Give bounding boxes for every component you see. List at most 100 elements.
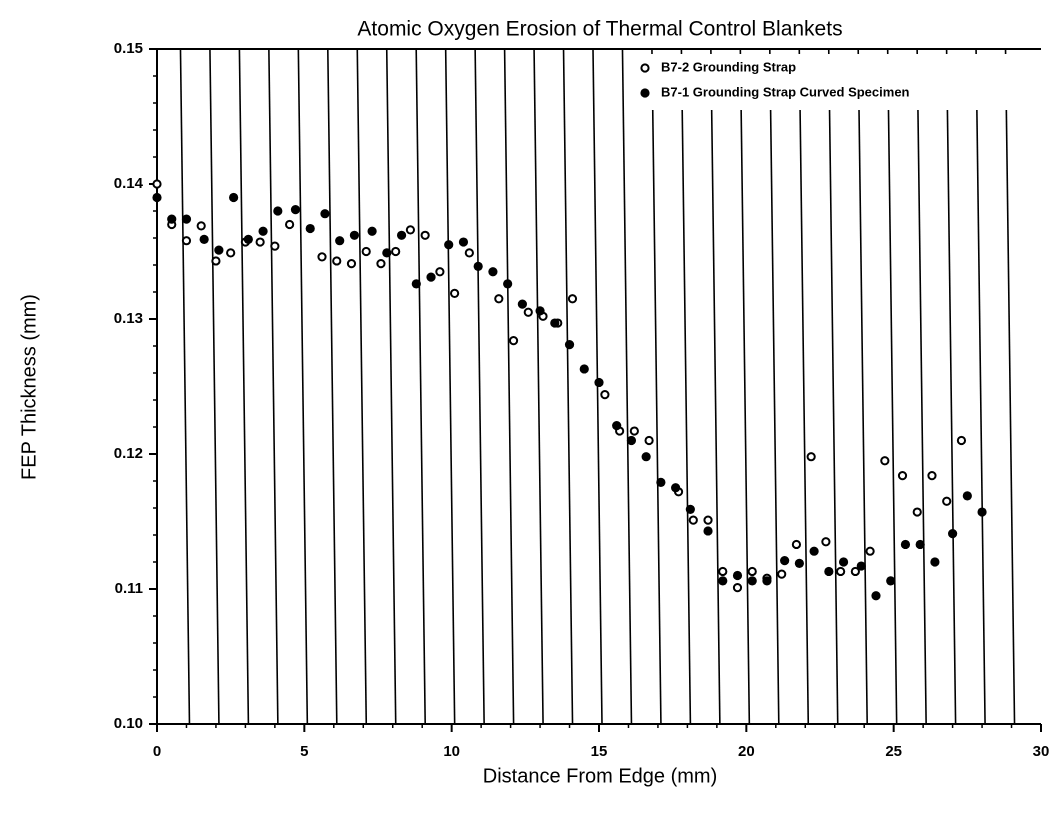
point: [579, 364, 589, 374]
scan-line: [268, 48, 279, 725]
point: [962, 491, 972, 501]
scan-line: [651, 48, 662, 725]
chart-title: Atomic Oxygen Erosion of Thermal Control…: [357, 18, 842, 41]
point: [382, 248, 392, 258]
point: [927, 471, 937, 481]
point: [270, 241, 280, 251]
scan-line: [886, 48, 898, 725]
point: [564, 340, 575, 350]
point: [688, 515, 698, 525]
point: [821, 537, 831, 547]
point: [703, 515, 713, 525]
point: [865, 546, 875, 556]
point: [977, 507, 987, 517]
point: [836, 566, 846, 577]
point: [199, 234, 209, 244]
point: [685, 504, 695, 514]
point: [517, 299, 527, 309]
legend-box: [625, 54, 1013, 110]
scan-line: [474, 48, 485, 725]
point: [550, 318, 560, 328]
point: [255, 237, 265, 247]
point: [777, 569, 787, 579]
scan-line: [297, 48, 309, 725]
scan-line: [680, 48, 692, 725]
scan-line: [739, 48, 751, 725]
point: [838, 557, 849, 567]
point: [305, 223, 315, 234]
point: [167, 214, 177, 224]
legend-label: B7-2 Grounding Strap: [661, 59, 796, 74]
point: [335, 236, 345, 246]
point: [718, 566, 728, 577]
point: [897, 471, 908, 481]
y-tick-label: 0.15: [114, 40, 143, 57]
point: [317, 252, 327, 262]
x-tick-label: 25: [885, 743, 902, 760]
scan-line: [503, 48, 515, 725]
y-tick-label: 0.14: [114, 175, 144, 192]
point: [794, 558, 804, 568]
point: [181, 236, 192, 246]
point: [780, 556, 790, 566]
point: [273, 206, 283, 216]
point: [332, 256, 342, 266]
point: [152, 179, 162, 189]
point: [612, 421, 622, 431]
point: [411, 279, 421, 289]
point: [473, 261, 483, 271]
point: [732, 570, 743, 581]
point: [871, 591, 881, 601]
point: [656, 477, 666, 487]
scan-line: [327, 48, 338, 725]
point: [376, 259, 386, 269]
point: [732, 583, 743, 593]
point: [258, 226, 268, 236]
x-tick-label: 15: [591, 743, 608, 760]
scan-line: [533, 48, 544, 725]
x-tick-label: 30: [1033, 743, 1050, 760]
point: [703, 526, 713, 536]
point: [567, 294, 578, 304]
point: [886, 576, 896, 586]
scan-line: [945, 48, 957, 725]
point: [196, 221, 206, 231]
point: [290, 205, 301, 215]
point: [181, 214, 192, 224]
scan-line: [621, 48, 633, 725]
scan-line: [710, 48, 721, 725]
point: [523, 307, 533, 317]
point: [912, 507, 922, 517]
point: [915, 539, 925, 550]
point: [349, 230, 360, 240]
scan-line: [415, 48, 426, 725]
legend-marker: [640, 63, 650, 73]
point: [367, 226, 377, 236]
point: [346, 259, 357, 269]
scan-line: [385, 48, 397, 725]
point: [503, 279, 513, 289]
x-tick-label: 5: [300, 743, 308, 760]
point: [948, 529, 958, 539]
point: [850, 566, 860, 577]
y-tick-label: 0.12: [114, 445, 143, 462]
point: [762, 576, 772, 586]
point: [880, 456, 890, 466]
scan-line: [769, 48, 780, 725]
y-tick-label: 0.13: [114, 310, 143, 327]
legend-label: B7-1 Grounding Strap Curved Specimen: [661, 84, 910, 99]
point: [211, 256, 221, 266]
point: [494, 294, 504, 304]
point: [594, 377, 604, 388]
point: [900, 539, 911, 550]
x-tick-label: 0: [153, 743, 161, 760]
point: [405, 225, 416, 235]
point: [285, 219, 295, 230]
y-tick-label: 0.10: [114, 715, 143, 732]
point: [942, 496, 952, 506]
scan-line: [562, 48, 574, 725]
point: [488, 267, 498, 277]
x-axis-label: Distance From Edge (mm): [483, 765, 718, 787]
